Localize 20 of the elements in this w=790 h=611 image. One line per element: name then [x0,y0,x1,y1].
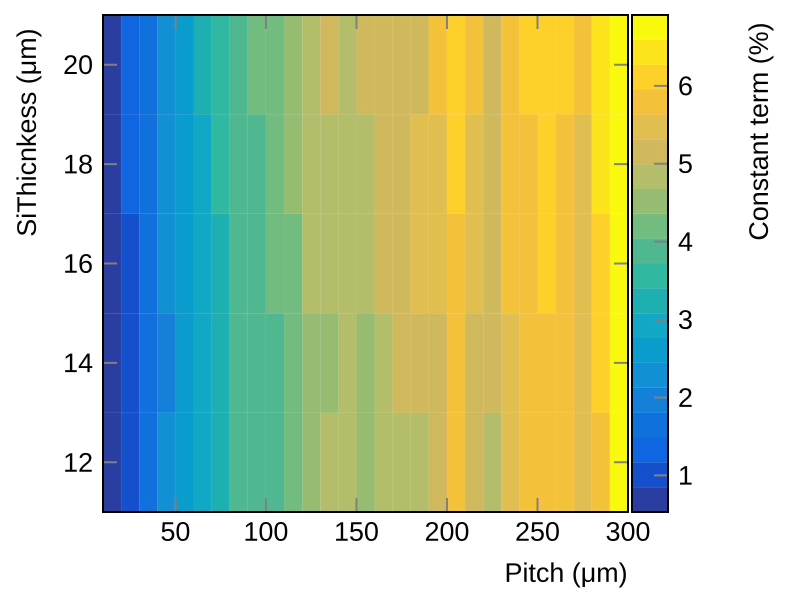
x-tick-label: 100 [246,522,288,541]
color-bar-label: 6 [679,76,692,96]
y-tick-label: 16 [65,254,92,274]
x-tick-label: 250 [516,522,559,541]
y-tick-label: 12 [65,452,92,472]
x-axis-title: Pitch (μm) [506,562,626,588]
color-bar-label: 4 [678,232,692,251]
color-bar-title: Constant term (%) [748,24,774,240]
color-bar-label: 1 [680,466,692,485]
x-tick-label: 150 [336,522,378,541]
y-tick-label: 20 [64,55,92,74]
y-tick-label: 14 [65,354,92,372]
color-bar-label: 5 [679,154,692,174]
x-tick-label: 50 [162,522,190,541]
color-bar-label: 3 [679,310,692,330]
color-bar-label: 2 [679,388,692,407]
x-tick-label: 200 [426,522,468,541]
y-tick-label: 18 [65,154,92,174]
y-axis-title: SiThicnkess (μm) [16,30,42,236]
x-tick-label: 300 [606,522,650,541]
